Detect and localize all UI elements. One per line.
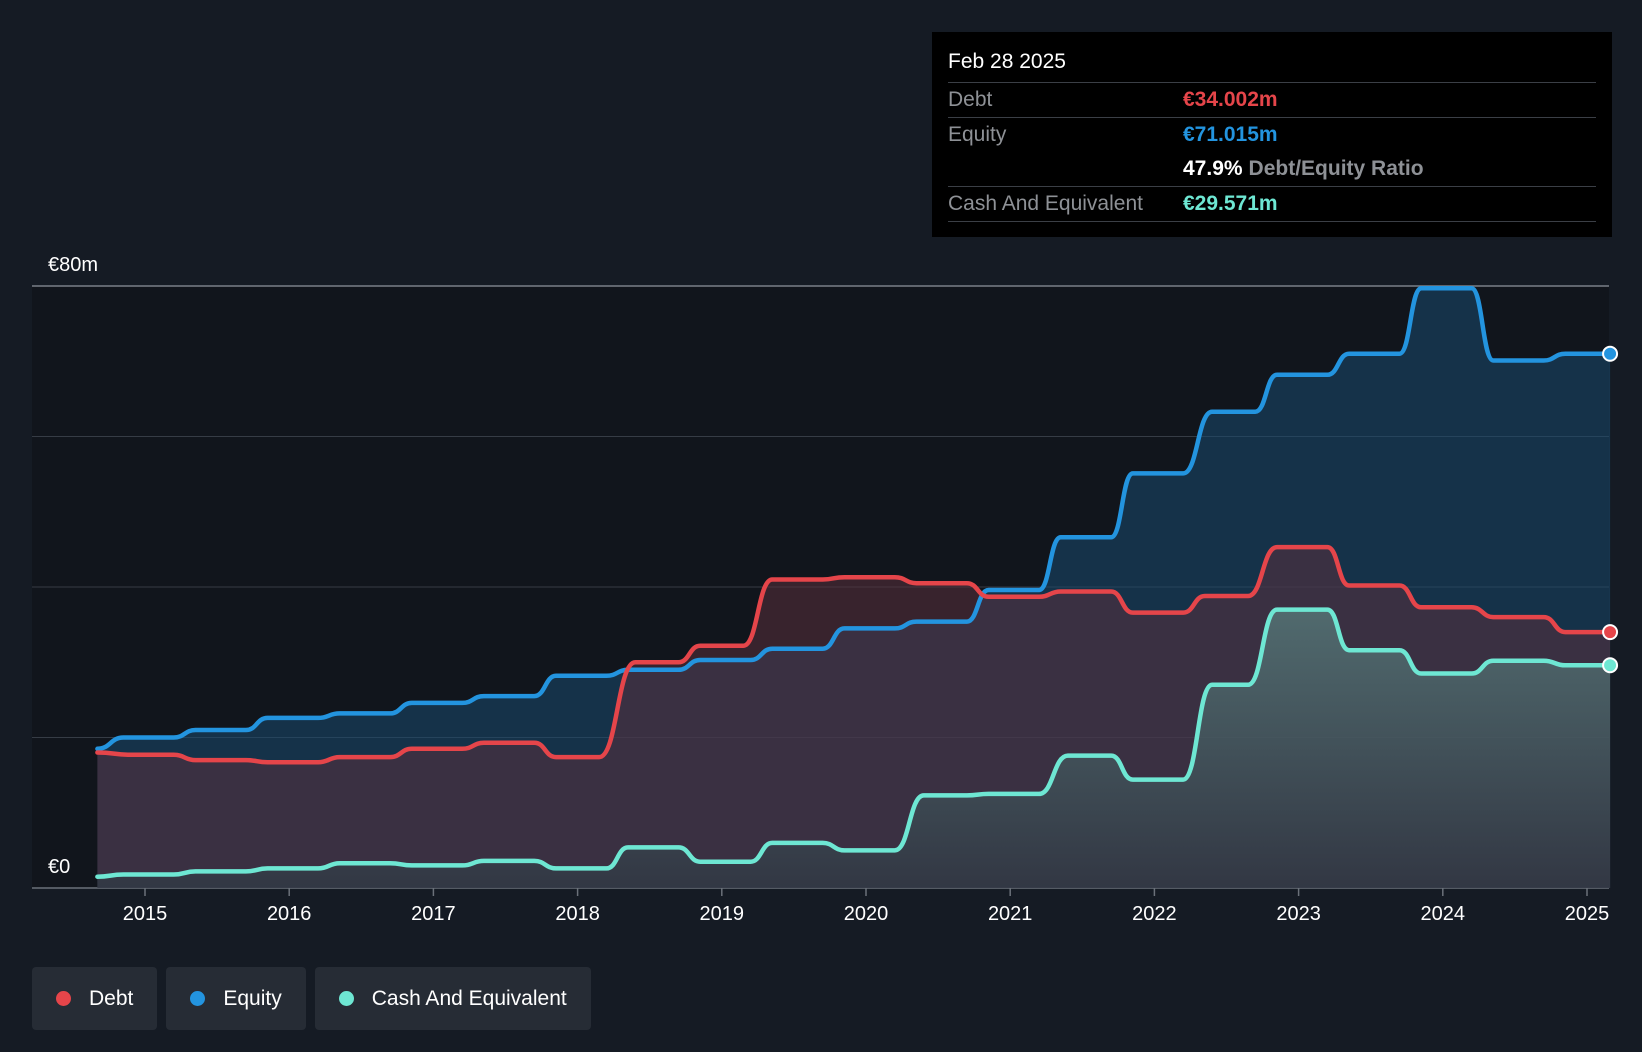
endpoint-debt[interactable] xyxy=(1602,624,1619,641)
tooltip-debt-value: €34.002m xyxy=(1183,88,1278,111)
chart-legend: Debt Equity Cash And Equivalent xyxy=(32,967,591,1030)
line-equity xyxy=(95,286,1613,752)
legend-item-cash[interactable]: Cash And Equivalent xyxy=(314,967,591,1030)
tooltip-ratio-label: Debt/Equity Ratio xyxy=(1248,157,1424,180)
endpoint-equity[interactable] xyxy=(1602,345,1619,362)
x-tick-label: 2015 xyxy=(123,903,168,925)
tooltip-date: Feb 28 2025 xyxy=(948,32,1596,83)
x-tick-label: 2023 xyxy=(1276,903,1321,925)
endpoint-cash-and-equivalent[interactable] xyxy=(1602,657,1619,674)
x-tick-label: 2018 xyxy=(555,903,600,925)
x-tick-label: 2025 xyxy=(1565,903,1610,925)
x-tick-label: 2019 xyxy=(700,903,745,925)
legend-item-debt[interactable]: Debt xyxy=(32,967,158,1030)
x-tick-label: 2017 xyxy=(411,903,456,925)
tooltip-equity-label: Equity xyxy=(948,123,1007,146)
legend-item-equity[interactable]: Equity xyxy=(166,967,306,1030)
line-cash-and-equivalent xyxy=(95,607,1613,879)
y-axis-label: €0 xyxy=(48,856,70,878)
x-tick-label: 2020 xyxy=(844,903,889,925)
tooltip-equity-value: €71.015m xyxy=(1183,123,1278,146)
tooltip-debt-row: Debt €34.002m xyxy=(948,83,1596,118)
debt-dot-icon xyxy=(56,991,71,1006)
legend-debt-label: Debt xyxy=(89,986,134,1010)
tooltip-equity-row: Equity €71.015m xyxy=(948,118,1596,152)
y-axis-label: €80m xyxy=(48,254,98,276)
x-tick-label: 2024 xyxy=(1421,903,1466,925)
legend-cash-label: Cash And Equivalent xyxy=(371,986,567,1010)
tooltip-cash-row: Cash And Equivalent €29.571m xyxy=(948,187,1596,222)
tooltip-ratio-value: 47.9% xyxy=(1183,157,1243,180)
legend-equity-label: Equity xyxy=(223,986,282,1010)
tooltip-ratio-row: 47.9% Debt/Equity Ratio xyxy=(948,152,1596,187)
line-debt xyxy=(95,544,1613,765)
tooltip-debt-label: Debt xyxy=(948,88,993,111)
x-tick-label: 2021 xyxy=(988,903,1033,925)
tooltip-panel: Feb 28 2025 Debt €34.002m Equity €71.015… xyxy=(932,32,1612,237)
cash-dot-icon xyxy=(338,991,354,1006)
x-tick-label: 2016 xyxy=(267,903,312,925)
tooltip-cash-value: €29.571m xyxy=(1183,192,1278,215)
equity-dot-icon xyxy=(190,991,206,1006)
x-tick-label: 2022 xyxy=(1132,903,1177,925)
tooltip-cash-label: Cash And Equivalent xyxy=(948,192,1143,215)
area-cash-and-equivalent xyxy=(97,609,1611,888)
